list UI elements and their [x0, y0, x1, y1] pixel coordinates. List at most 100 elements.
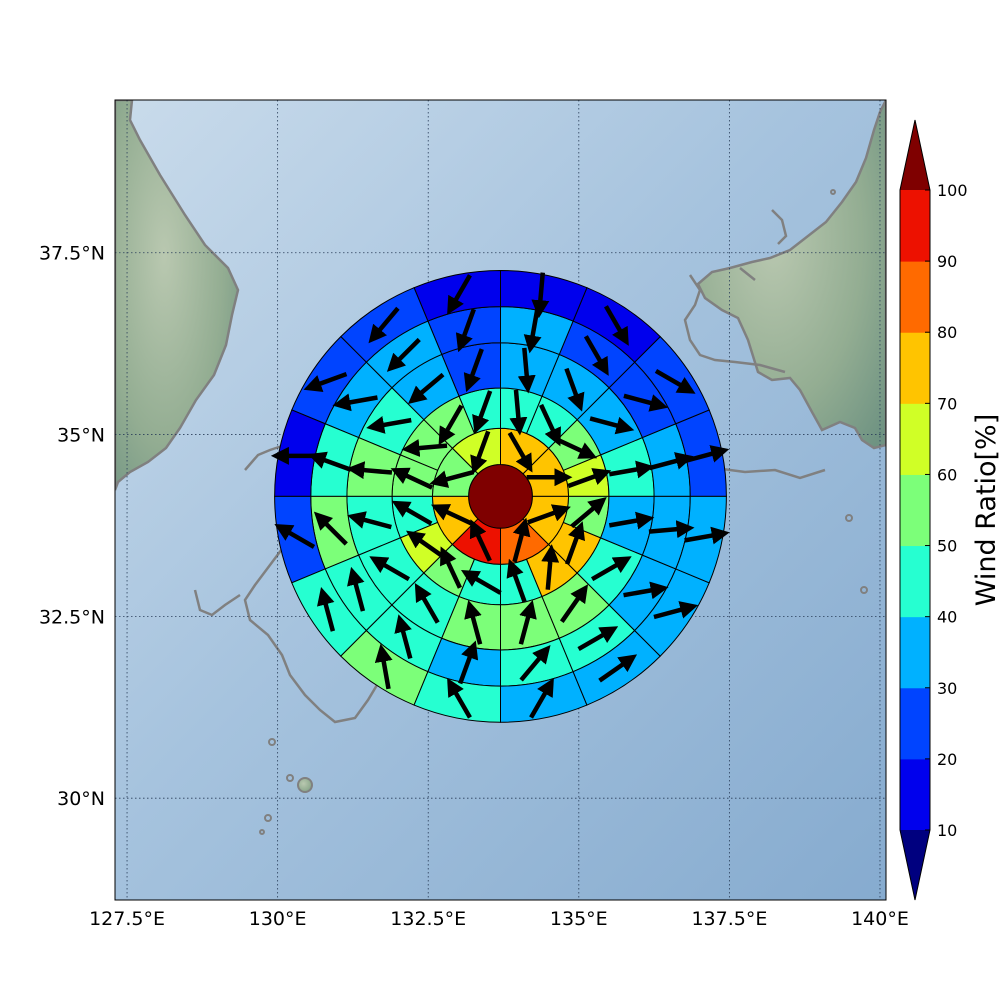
wind-arrow: [589, 416, 635, 435]
wind-arrow: [386, 337, 421, 372]
island: [264, 814, 272, 822]
island: [845, 514, 853, 522]
wind-arrow: [684, 526, 730, 545]
colorbar-tick-label: 90: [937, 252, 957, 271]
wind-arrow: [369, 556, 411, 582]
wind-arrow: [313, 511, 348, 546]
longitude-tick-label: 135°E: [550, 908, 608, 930]
colorbar: 10 20 30 40 50 60 70 80 90 100: [899, 119, 968, 901]
wind-arrow: [470, 430, 491, 475]
longitude-tick-label: 132.5°E: [390, 908, 466, 930]
colorbar-tick-label: 50: [937, 537, 957, 556]
colorbar-tick-label: 80: [937, 323, 957, 342]
wind-arrow: [469, 519, 492, 562]
wind-arrow: [519, 645, 551, 682]
wind-arrow: [366, 416, 412, 434]
wind-arrow: [307, 451, 352, 472]
wind-arrow: [604, 305, 629, 346]
colorbar-tick-label: 10: [937, 821, 957, 840]
wind-arrow: [332, 393, 378, 412]
wind-arrow: [507, 431, 533, 473]
wind-arrow: [390, 467, 434, 490]
wind-arrow: [414, 582, 440, 624]
wind-arrow: [447, 677, 472, 719]
wind-arrow: [517, 347, 536, 394]
island: [297, 777, 313, 793]
japan-coastline-north: [683, 209, 788, 374]
colorbar-over-extension: [900, 120, 930, 190]
wind-arrow: [539, 403, 561, 447]
wind-arrow: [391, 500, 433, 526]
wind-arrow: [527, 504, 571, 525]
wind-arrow: [564, 367, 585, 412]
colorbar-band: [900, 545, 930, 618]
wind-arrow: [623, 581, 669, 600]
wind-arrow: [583, 335, 609, 376]
wind-arrow: [590, 556, 632, 582]
wind-arrow: [564, 521, 585, 565]
latitude-tick-label: 32.5°N: [39, 606, 105, 628]
colorbar-band: [900, 758, 930, 831]
latitude-ticks: 30°N 32.5°N 35°N 37.5°N: [39, 243, 105, 810]
wind-arrow: [608, 511, 655, 530]
colorbar-band: [900, 332, 930, 404]
colorbar-tick-label: 70: [937, 394, 957, 413]
wind-ratio-rings: [274, 269, 727, 723]
wind-arrow: [623, 393, 669, 412]
wind-arrow: [512, 517, 531, 563]
colorbar-tick-label: 60: [937, 465, 957, 484]
colorbar-tick-label: 40: [937, 608, 957, 627]
wind-arrow: [463, 348, 484, 393]
colorbar-band: [900, 261, 930, 333]
map-frame: [114, 99, 887, 901]
wind-arrow: [608, 460, 655, 479]
island: [830, 189, 836, 195]
colorbar-under-extension: [900, 830, 930, 900]
colorbar-band: [900, 403, 930, 475]
wind-arrow: [648, 452, 694, 471]
island: [259, 829, 265, 835]
longitude-tick-label: 140°E: [851, 908, 909, 930]
wind-arrow: [541, 544, 560, 590]
wind-arrow: [374, 643, 393, 690]
latitude-tick-label: 37.5°N: [39, 243, 105, 265]
wind-arrow: [394, 614, 413, 660]
wind-arrow: [346, 461, 393, 480]
wind-arrow: [509, 389, 528, 436]
wind-arrow: [303, 371, 348, 393]
wind-arrow: [577, 626, 619, 652]
wind-arrow: [368, 306, 400, 344]
wind-arrow: [429, 469, 475, 488]
colorbar-band: [900, 616, 930, 689]
colorbar-band: [900, 687, 930, 760]
wind-arrow: [440, 546, 462, 589]
wind-arrow: [447, 274, 472, 315]
wind-arrow: [407, 372, 445, 404]
wind-arrow: [472, 390, 493, 435]
colorbar-band: [900, 474, 930, 547]
wind-arrow: [518, 599, 537, 645]
wind-arrow: [460, 570, 502, 595]
colorbar-band: [900, 190, 930, 262]
wind-arrow: [430, 504, 474, 526]
latitude-tick-label: 30°N: [57, 788, 105, 810]
wind-arrow: [598, 654, 638, 683]
wind-arrow: [653, 601, 699, 620]
wind-arrow: [654, 368, 696, 394]
korea-landmass: [115, 100, 240, 491]
wind-arrow: [347, 511, 392, 530]
honshu-landmass: [696, 100, 886, 450]
wind-arrow: [406, 530, 445, 559]
latitude-tick-label: 35°N: [57, 425, 105, 447]
colorbar-tick-label: 100: [937, 181, 968, 200]
wind-arrow: [464, 599, 483, 645]
colorbar-tick-label: 20: [937, 750, 957, 769]
wind-arrow: [567, 468, 612, 489]
island: [268, 738, 276, 746]
longitude-tick-label: 137.5°E: [691, 908, 767, 930]
wind-direction-arrows: [270, 272, 730, 719]
colorbar-tick-label: 30: [937, 679, 957, 698]
island: [286, 774, 294, 782]
